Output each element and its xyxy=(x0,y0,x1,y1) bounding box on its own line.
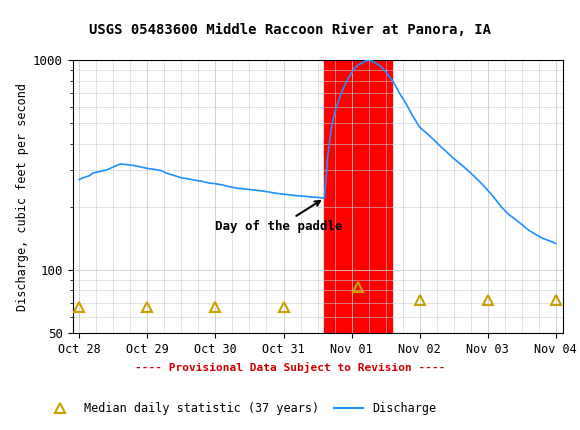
Bar xyxy=(324,60,393,333)
Text: ≈USGS: ≈USGS xyxy=(7,10,66,29)
Text: ---- Provisional Data Subject to Revision ----: ---- Provisional Data Subject to Revisio… xyxy=(135,362,445,373)
Y-axis label: Discharge, cubic feet per second: Discharge, cubic feet per second xyxy=(16,83,28,311)
Legend: Median daily statistic (37 years), Discharge: Median daily statistic (37 years), Disch… xyxy=(41,397,441,420)
Text: USGS 05483600 Middle Raccoon River at Panora, IA: USGS 05483600 Middle Raccoon River at Pa… xyxy=(89,22,491,37)
Text: Day of the paddle: Day of the paddle xyxy=(215,201,343,233)
